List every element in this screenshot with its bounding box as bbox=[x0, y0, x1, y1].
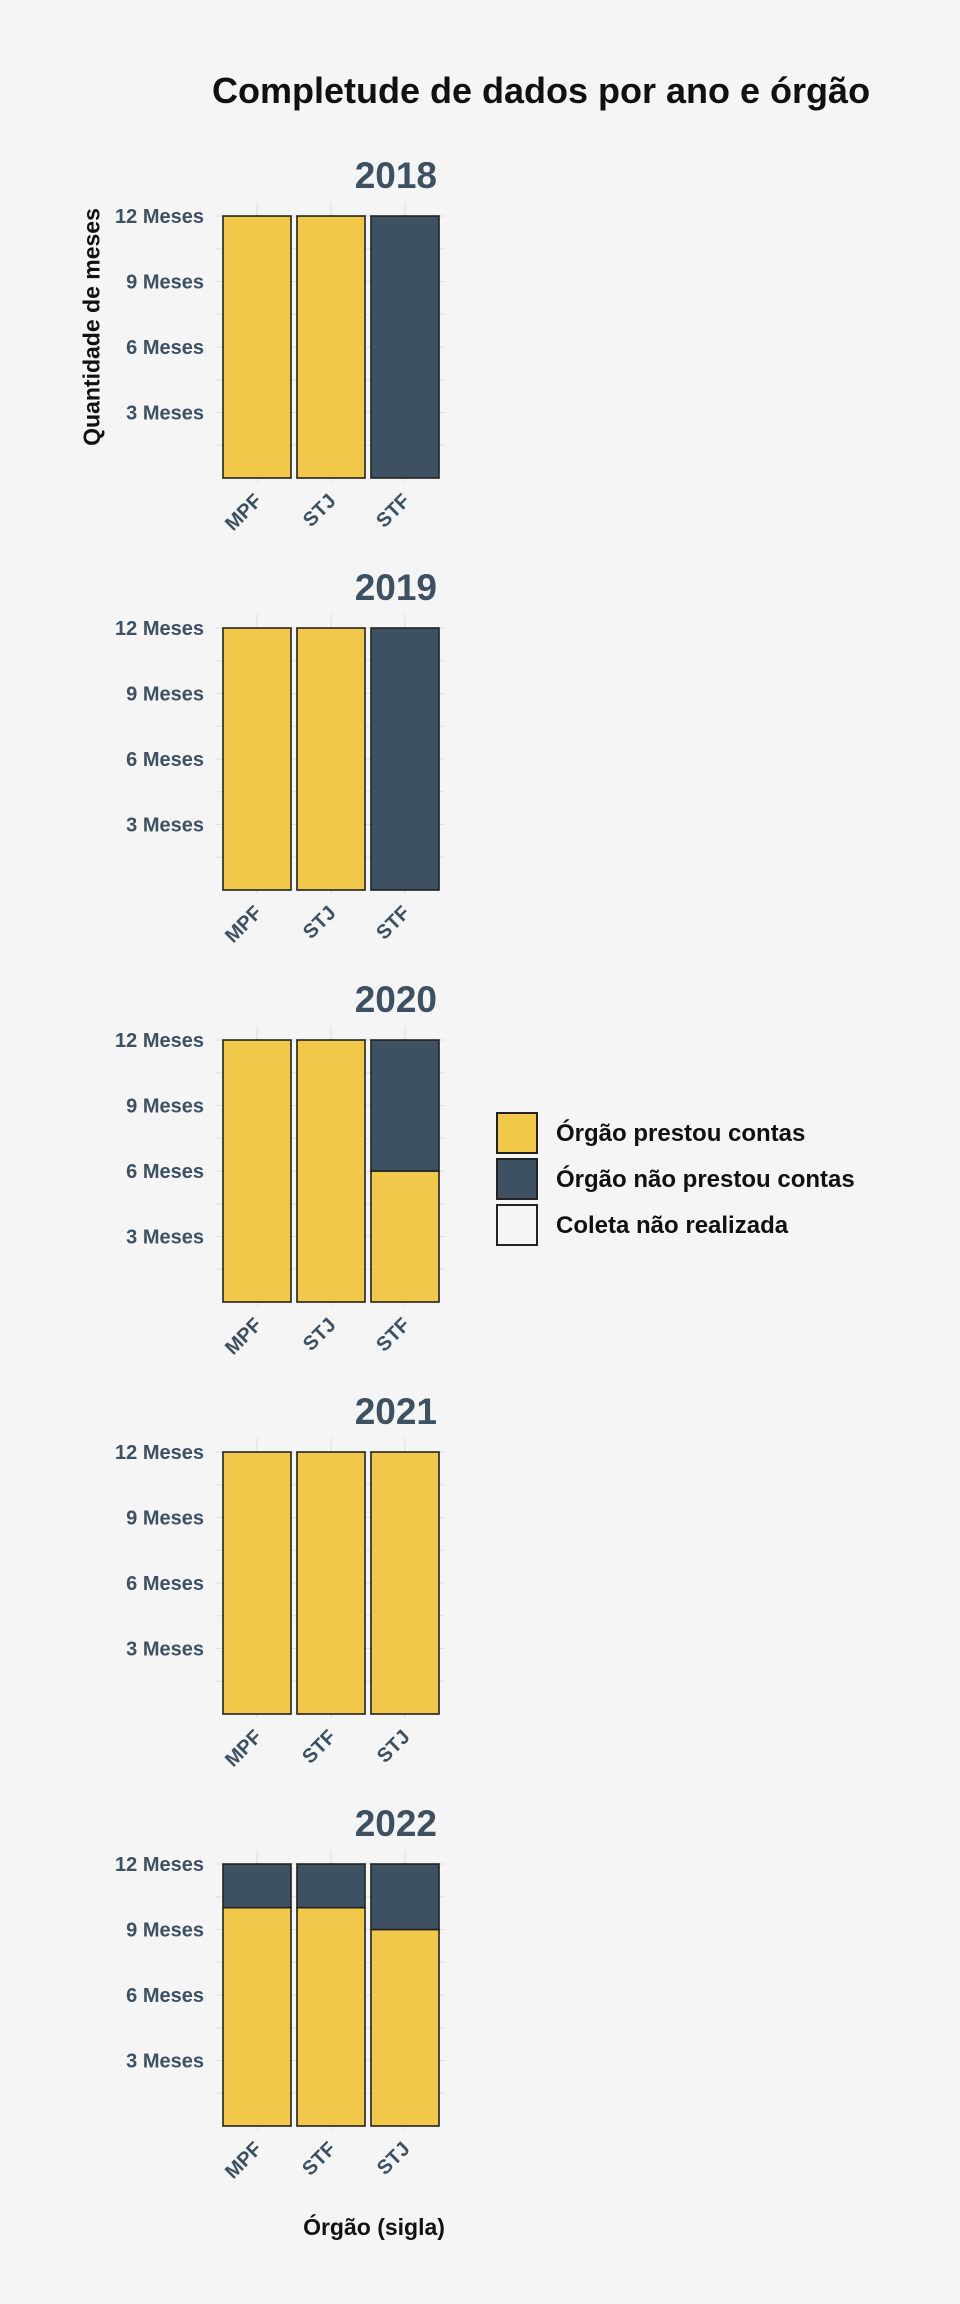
x-tick-label: MPF bbox=[221, 1726, 266, 1771]
bar-stf-nao-prestou bbox=[370, 1039, 440, 1172]
facet-title: 2020 bbox=[355, 979, 437, 1020]
y-tick-label: 9 Meses bbox=[126, 1920, 204, 1942]
bar-stf-prestou bbox=[370, 1170, 440, 1303]
bar-mpf-nao-prestou bbox=[222, 1863, 292, 1909]
facet-title: 2019 bbox=[355, 567, 437, 608]
y-tick-label: 6 Meses bbox=[126, 1985, 204, 2007]
y-tick-label: 9 Meses bbox=[126, 1096, 204, 1118]
bar-mpf-prestou bbox=[222, 215, 292, 479]
y-tick-label: 3 Meses bbox=[126, 1227, 204, 1249]
x-tick-label: STJ bbox=[373, 2138, 414, 2179]
x-tick-label: STJ bbox=[373, 1726, 414, 1767]
bar-stf-nao-prestou bbox=[296, 1863, 366, 1909]
y-tick-label: 12 Meses bbox=[115, 618, 204, 640]
bar-stf-nao-prestou bbox=[370, 627, 440, 891]
y-tick-label: 6 Meses bbox=[126, 1573, 204, 1595]
bar-mpf-prestou bbox=[222, 1039, 292, 1303]
y-tick-label: 6 Meses bbox=[126, 1161, 204, 1183]
x-tick-label: STF bbox=[372, 1314, 414, 1356]
y-tick-label: 3 Meses bbox=[126, 403, 204, 425]
y-tick-label: 3 Meses bbox=[126, 2051, 204, 2073]
legend-label-nao-realizada: Coleta não realizada bbox=[556, 1212, 789, 1239]
y-tick-label: 12 Meses bbox=[115, 1854, 204, 1876]
x-tick-label: MPF bbox=[221, 490, 266, 535]
y-tick-label: 3 Meses bbox=[126, 1639, 204, 1661]
bar-stj-prestou bbox=[296, 627, 366, 891]
legend-label-nao-prestou: Órgão não prestou contas bbox=[556, 1166, 855, 1193]
x-tick-label: MPF bbox=[221, 2138, 266, 2183]
bar-stj-prestou bbox=[296, 1039, 366, 1303]
x-tick-label: MPF bbox=[221, 1314, 266, 1359]
bar-stf-nao-prestou bbox=[370, 215, 440, 479]
bar-mpf-prestou bbox=[222, 627, 292, 891]
facet-panel-2018: 2018 3 Meses 6 Meses 9 Meses 12 Meses MPF STJ S… bbox=[115, 155, 444, 535]
bar-stj-prestou bbox=[370, 1928, 440, 2127]
bar-stj-nao-prestou bbox=[370, 1863, 440, 1931]
x-tick-label: STJ bbox=[299, 902, 340, 943]
x-tick-label: STJ bbox=[299, 1314, 340, 1355]
chart-title: Completude de dados por ano e órgão bbox=[212, 70, 871, 111]
y-tick-label: 6 Meses bbox=[126, 337, 204, 359]
facet-panel-2022: 2022 3 Meses 6 Meses 9 Meses 12 Meses MPF STF S… bbox=[115, 1803, 444, 2183]
legend-key-nao-prestou bbox=[496, 1158, 538, 1200]
bar-stj-prestou bbox=[370, 1451, 440, 1715]
y-tick-label: 9 Meses bbox=[126, 1508, 204, 1530]
facet-panel-2020: 2020 3 Meses 6 Meses 9 Meses 12 Meses MPF STJ S… bbox=[115, 979, 444, 1359]
x-tick-label: MPF bbox=[221, 902, 266, 947]
bar-mpf-prestou bbox=[222, 1451, 292, 1715]
x-tick-label: STF bbox=[372, 902, 414, 944]
facet-panel-2021: 2021 3 Meses 6 Meses 9 Meses 12 Meses MPF STF S… bbox=[115, 1391, 444, 1771]
y-tick-label: 9 Meses bbox=[126, 684, 204, 706]
facet-panel-2019: 2019 3 Meses 6 Meses 9 Meses 12 Meses MPF STJ S… bbox=[115, 567, 444, 947]
bar-stf-prestou bbox=[296, 1451, 366, 1715]
x-tick-label: STF bbox=[298, 2138, 340, 2180]
y-tick-label: 6 Meses bbox=[126, 749, 204, 771]
legend-key-nao-realizada bbox=[496, 1204, 538, 1246]
facet-title: 2022 bbox=[355, 1803, 437, 1844]
legend-label-prestou: Órgão prestou contas bbox=[556, 1120, 806, 1147]
bar-mpf-prestou bbox=[222, 1906, 292, 2127]
x-tick-label: STJ bbox=[299, 490, 340, 531]
x-tick-label: STF bbox=[298, 1726, 340, 1768]
bar-stf-prestou bbox=[296, 1906, 366, 2127]
y-tick-label: 9 Meses bbox=[126, 272, 204, 294]
legend-key-prestou bbox=[496, 1112, 538, 1154]
y-tick-label: 12 Meses bbox=[115, 1030, 204, 1052]
y-tick-label: 3 Meses bbox=[126, 815, 204, 837]
y-tick-label: 12 Meses bbox=[115, 1442, 204, 1464]
x-tick-label: STF bbox=[372, 490, 414, 532]
bar-stj-prestou bbox=[296, 215, 366, 479]
y-tick-label: 12 Meses bbox=[115, 206, 204, 228]
facet-title: 2021 bbox=[355, 1391, 437, 1432]
x-axis-title: Órgão (sigla) bbox=[303, 2214, 445, 2240]
facet-title: 2018 bbox=[355, 155, 437, 196]
